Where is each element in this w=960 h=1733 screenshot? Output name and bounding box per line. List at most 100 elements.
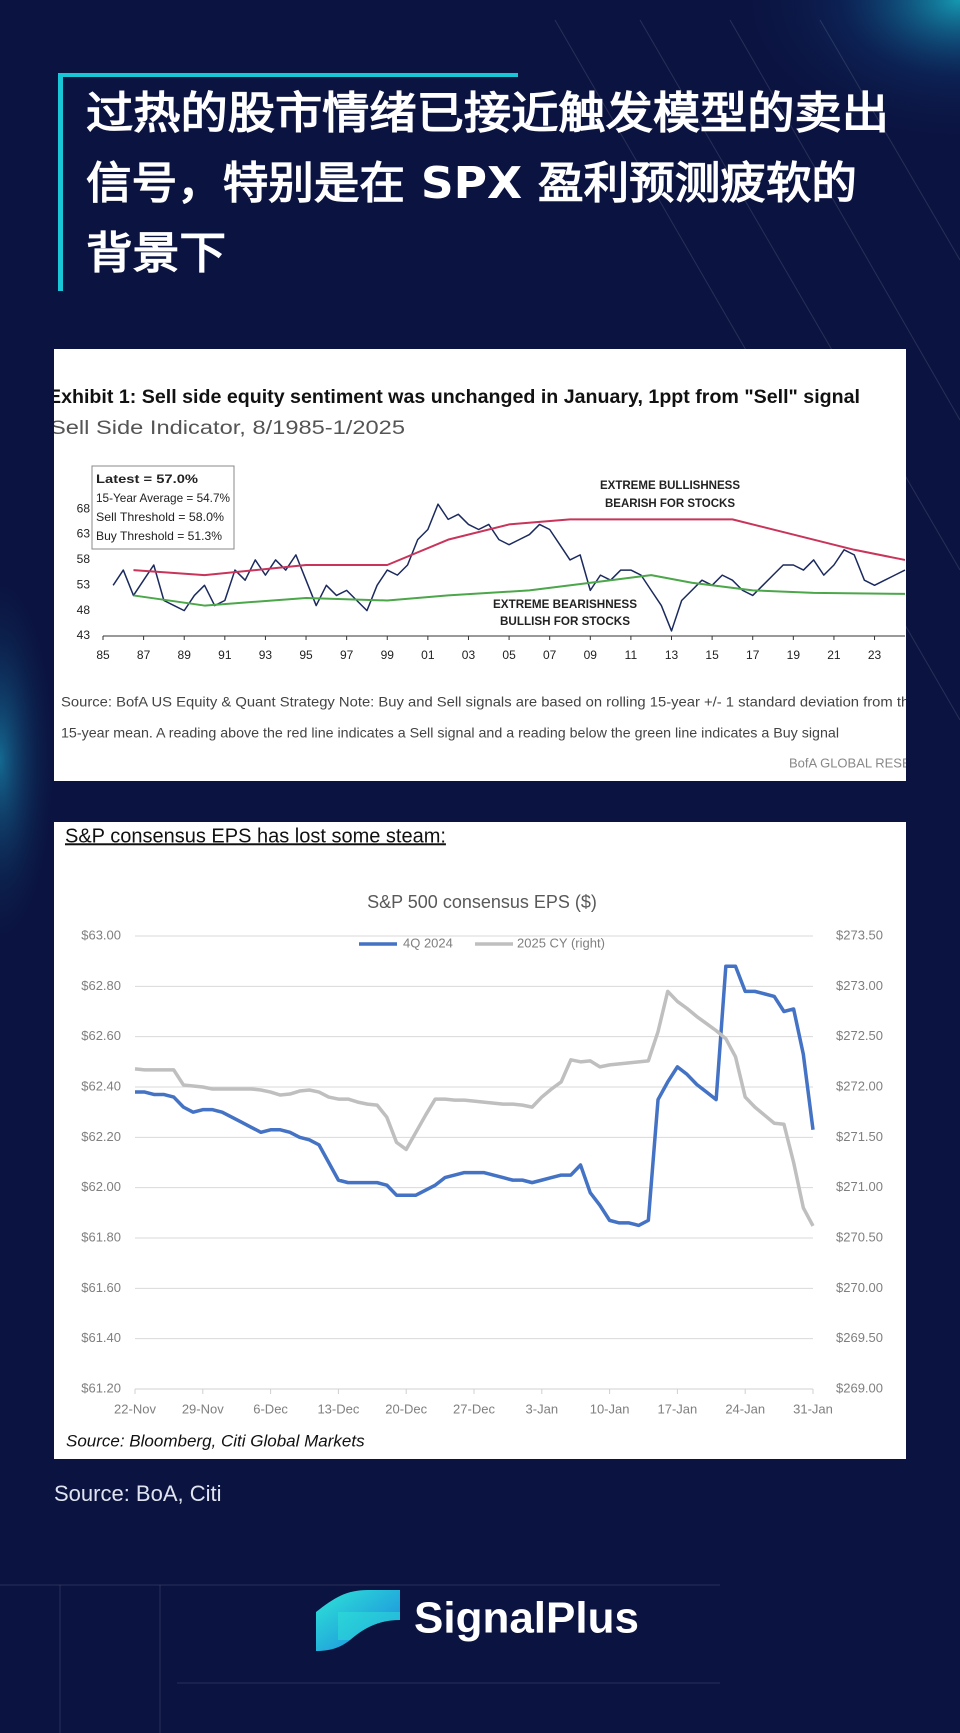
x-tick-label: 31-Jan	[793, 1401, 833, 1416]
x-tick-label: 17-Jan	[658, 1401, 698, 1416]
y2-tick-label: $272.50	[836, 1028, 883, 1043]
y-tick-label: $62.80	[81, 978, 121, 993]
y-tick-label: $63.00	[81, 927, 121, 942]
x-tick-label: 91	[218, 648, 232, 662]
y-tick-label: 43	[77, 628, 91, 642]
y2-tick-label: $269.00	[836, 1380, 883, 1395]
title-line: 信号，特别是在 SPX 盈利预测疲软的	[86, 158, 857, 209]
y-tick-label: 68	[77, 501, 91, 515]
page-source: Source: BoA, Citi	[54, 1481, 222, 1506]
annotation: BULLISH FOR STOCKS	[500, 614, 630, 628]
title-accent	[58, 73, 518, 77]
chart-title: S&P 500 consensus EPS ($)	[367, 892, 597, 912]
stats-line: Latest = 57.0%	[96, 472, 198, 486]
y-tick-label: 48	[77, 603, 91, 617]
x-tick-label: 11	[625, 648, 638, 662]
x-tick-label: 97	[340, 648, 354, 662]
y2-tick-label: $271.00	[836, 1179, 883, 1194]
x-tick-label: 87	[137, 648, 151, 662]
chart-panel: Exhibit 1: Sell side equity sentiment wa…	[48, 349, 960, 781]
x-tick-label: 01	[421, 648, 435, 662]
stats-line: Sell Threshold = 58.0%	[96, 510, 224, 524]
annotation: EXTREME BEARISHNESS	[493, 597, 637, 611]
x-tick-label: 07	[543, 648, 557, 662]
y2-tick-label: $272.00	[836, 1078, 883, 1093]
series-line	[112, 503, 906, 632]
x-tick-label: 05	[502, 648, 516, 662]
y-tick-label: $61.80	[81, 1229, 121, 1244]
title-line: 背景下	[86, 228, 226, 279]
decor-line	[639, 19, 960, 571]
stats-line: Buy Threshold = 51.3%	[96, 529, 222, 543]
chart-source: Source: Bloomberg, Citi Global Markets	[66, 1431, 365, 1450]
source-note: Source: BofA US Equity & Quant Strategy …	[61, 694, 960, 710]
x-tick-label: 95	[299, 648, 313, 662]
y-tick-label: $61.20	[81, 1380, 121, 1395]
y-tick-label: $61.60	[81, 1280, 121, 1295]
decor-line	[729, 19, 960, 421]
chart-heading: S&P consensus EPS has lost some steam:	[65, 825, 446, 847]
decor-line	[819, 19, 960, 261]
x-tick-label: 89	[178, 648, 192, 662]
series-line	[135, 964, 815, 1228]
y2-tick-label: $273.50	[836, 927, 883, 942]
title-bar	[58, 73, 63, 291]
x-tick-label: 15	[705, 648, 719, 662]
annotation: EXTREME BULLISHNESS	[600, 478, 740, 492]
y-tick-label: 63	[77, 527, 91, 541]
y2-tick-label: $273.00	[836, 978, 883, 993]
x-tick-label: 24-Jan	[725, 1401, 765, 1416]
glow	[560, 0, 960, 260]
x-tick-label: 3-Jan	[526, 1401, 559, 1416]
chart-subtitle: Sell Side Indicator, 8/1985-1/2025	[50, 418, 405, 439]
x-tick-label: 17	[746, 648, 760, 662]
source-note: 15-year mean. A reading above the red li…	[61, 725, 839, 741]
y-tick-label: 58	[77, 552, 91, 566]
title-line: 过热的股市情绪已接近触发模型的卖出	[86, 88, 889, 139]
logo-shape	[316, 1590, 400, 1651]
chart-title: Exhibit 1: Sell side equity sentiment wa…	[48, 387, 860, 408]
chart-panel: S&P consensus EPS has lost some steam: S…	[54, 822, 906, 1459]
x-tick-label: 93	[259, 648, 273, 662]
x-tick-label: 13	[665, 648, 679, 662]
brand: SignalPlus	[414, 1594, 639, 1643]
credit: BofA GLOBAL RESEARCH	[789, 755, 947, 770]
y2-tick-label: $270.50	[836, 1229, 883, 1244]
x-tick-label: 22-Nov	[114, 1401, 156, 1416]
y2-tick-label: $269.50	[836, 1330, 883, 1345]
x-tick-label: 27-Dec	[453, 1401, 495, 1416]
panel-bg	[54, 822, 906, 1459]
stats-line: 15-Year Average = 54.7%	[96, 491, 230, 505]
x-tick-label: 99	[381, 648, 395, 662]
x-tick-label: 6-Dec	[253, 1401, 288, 1416]
x-tick-label: 13-Dec	[317, 1401, 359, 1416]
series-line	[133, 574, 906, 607]
x-tick-label: 21	[827, 648, 841, 662]
series-line	[134, 989, 815, 1227]
x-tick-label: 85	[96, 648, 110, 662]
y-tick-label: $62.20	[81, 1129, 121, 1144]
x-tick-label: 29-Nov	[182, 1401, 224, 1416]
panel-bg	[54, 349, 906, 781]
x-tick-label: 23	[868, 648, 882, 662]
y-tick-label: $62.40	[81, 1078, 121, 1093]
y2-tick-label: $271.50	[836, 1129, 883, 1144]
x-tick-label: 19	[787, 648, 801, 662]
series-line	[133, 518, 906, 577]
y-tick-label: 53	[77, 577, 91, 591]
legend-label: 2025 CY (right)	[517, 935, 605, 950]
x-tick-label: 09	[584, 648, 598, 662]
x-tick-label: 10-Jan	[590, 1401, 630, 1416]
stats-box	[91, 465, 235, 550]
x-tick-label: 20-Dec	[385, 1401, 427, 1416]
y-tick-label: $61.40	[81, 1330, 121, 1345]
x-tick-label: 03	[462, 648, 476, 662]
legend-label: 4Q 2024	[403, 935, 453, 950]
logo-shape	[338, 1612, 400, 1640]
annotation: BEARISH FOR STOCKS	[605, 496, 735, 510]
y2-tick-label: $270.00	[836, 1280, 883, 1295]
y-tick-label: $62.00	[81, 1179, 121, 1194]
